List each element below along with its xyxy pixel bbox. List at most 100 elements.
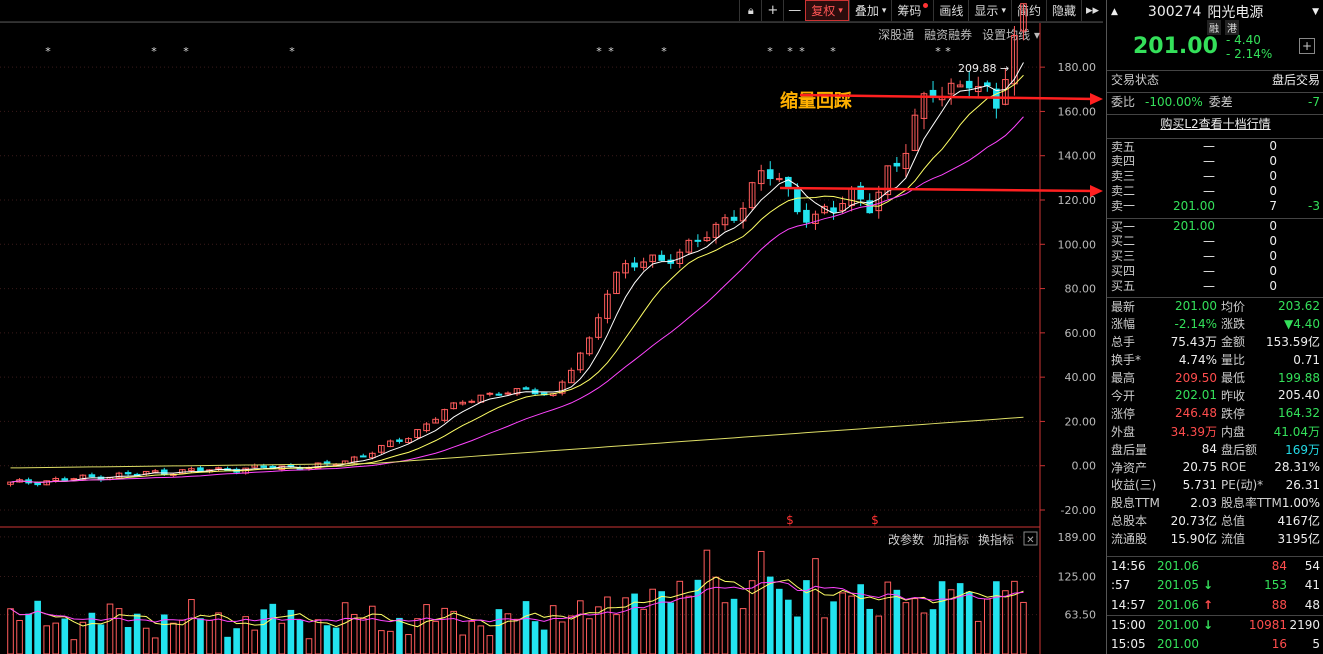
lock-icon[interactable]: 🔒︎ xyxy=(739,0,761,21)
volume-bar xyxy=(314,619,322,654)
tick-price: 201.06 xyxy=(1157,559,1199,574)
volume-bar xyxy=(604,596,611,654)
hide-button[interactable]: 隐藏 xyxy=(1045,0,1081,21)
volume-bar xyxy=(640,608,647,654)
volume-bar xyxy=(739,608,747,654)
prev-stock-icon[interactable]: ▲ xyxy=(1111,7,1118,17)
candle-body xyxy=(1020,3,1027,32)
chips-button[interactable]: 筹码 xyxy=(891,0,933,21)
volume-bar xyxy=(387,630,394,654)
stat-label: 昨收 xyxy=(1221,388,1246,403)
candle-body xyxy=(595,317,602,338)
tick-volume: 84 xyxy=(1271,559,1287,574)
stat-label: 收益(三) xyxy=(1111,478,1157,493)
candle-body xyxy=(658,254,666,261)
stat-value: 169万 xyxy=(1285,442,1320,457)
tick-row: 15:05 201.00 16 5 xyxy=(1107,634,1323,654)
event-star-icon[interactable]: * xyxy=(767,45,773,58)
volume-bar xyxy=(875,615,883,654)
y-tick-label: 100.00 xyxy=(1058,238,1097,251)
bid-row: 买四 — 0 xyxy=(1107,263,1323,279)
stat-value: 201.00 xyxy=(1175,299,1217,314)
l2-link-row: 购买L2查看十档行情 xyxy=(1107,114,1323,132)
stat-value: 15.90亿 xyxy=(1170,532,1217,547)
edit-params-button[interactable]: 改参数 xyxy=(888,532,924,547)
stat-label: 股息率TTM xyxy=(1221,496,1282,511)
volume-bar xyxy=(622,597,629,654)
event-star-icon[interactable]: * xyxy=(608,45,614,58)
candle-body xyxy=(830,207,837,213)
volume-bar xyxy=(70,639,78,654)
event-star-icon[interactable]: * xyxy=(45,45,51,58)
stat-value: 5.731 xyxy=(1182,477,1217,492)
candle-body xyxy=(396,439,403,442)
next-stock-icon[interactable]: ▼ xyxy=(1312,7,1319,17)
y-tick-label: 0.00 xyxy=(1072,460,1097,473)
event-star-icon[interactable]: * xyxy=(830,45,836,58)
volume-bars-group xyxy=(7,549,1027,654)
margin-trading-link[interactable]: 融资融券 xyxy=(924,27,973,42)
more-icon[interactable]: ▸▸ xyxy=(1081,0,1103,21)
order-level-label: 卖三 xyxy=(1111,169,1136,183)
display-button[interactable]: 显示 ▾ xyxy=(968,0,1011,21)
event-star-icon[interactable]: * xyxy=(945,45,951,58)
volume-bar xyxy=(269,603,277,654)
order-level-label: 买五 xyxy=(1111,279,1136,293)
volume-bar xyxy=(983,598,991,654)
candle-body xyxy=(631,262,638,268)
add-indicator-button[interactable]: 加指标 xyxy=(933,532,969,547)
event-star-icon[interactable]: * xyxy=(661,45,667,58)
stat-label: 均价 xyxy=(1221,299,1246,314)
candle-body xyxy=(911,114,919,151)
candle-body xyxy=(260,465,268,468)
candle-body xyxy=(432,418,439,424)
stat-label: 最新 xyxy=(1111,299,1136,314)
dividend-marker-icon[interactable]: $ xyxy=(871,513,879,527)
volume-bar xyxy=(477,625,485,654)
volume-bar xyxy=(142,627,150,654)
l2-upgrade-link[interactable]: 购买L2查看十档行情 xyxy=(1160,117,1271,132)
event-star-icon[interactable]: * xyxy=(151,45,157,58)
order-price: 201.00 xyxy=(1173,198,1215,213)
candle-body xyxy=(115,472,123,479)
volume-bar xyxy=(748,580,756,654)
order-price: — xyxy=(1203,139,1215,153)
volume-bar xyxy=(170,622,177,654)
close-panel-icon[interactable] xyxy=(1023,531,1038,546)
candle-body xyxy=(387,440,394,448)
toolbar-label: 叠加 xyxy=(854,4,879,18)
volume-bar xyxy=(947,589,955,654)
order-volume: 0 xyxy=(1269,233,1277,248)
order-level-label: 买四 xyxy=(1111,264,1136,278)
overlay-button[interactable]: 叠加 ▾ xyxy=(848,0,892,21)
kline-chart[interactable]: -20.00 0.00 20.00 40.00 60.00 80.00 100.00 120.… xyxy=(0,0,1103,654)
stat-row: 净资产 20.75 ROE 28.31% xyxy=(1107,458,1323,476)
volume-bar xyxy=(549,605,557,654)
zoom-in-icon[interactable]: + xyxy=(761,0,783,21)
dividend-marker-icon[interactable]: $ xyxy=(786,513,794,527)
candle-body xyxy=(703,237,711,242)
candle-body xyxy=(947,82,955,95)
y-tick-label: 120.00 xyxy=(1058,194,1097,207)
zoom-out-icon[interactable]: — xyxy=(783,0,805,21)
volume-bar xyxy=(296,619,304,654)
y-tick-label: 125.00 xyxy=(1058,571,1097,584)
switch-indicator-button[interactable]: 换指标 xyxy=(978,532,1014,547)
event-star-icon[interactable]: * xyxy=(596,45,602,58)
candle-body xyxy=(513,388,521,395)
add-watchlist-button[interactable]: + xyxy=(1299,38,1315,54)
restore-rights-button[interactable]: 复权 ▾ xyxy=(805,0,849,21)
event-star-icon[interactable]: * xyxy=(183,45,189,58)
draw-line-button[interactable]: 画线 xyxy=(933,0,968,21)
volume-bar xyxy=(649,588,656,654)
volume-bar xyxy=(974,620,982,654)
volume-bar xyxy=(25,613,32,654)
candle-body xyxy=(902,152,910,170)
event-star-icon[interactable]: * xyxy=(935,45,941,58)
event-star-icon[interactable]: * xyxy=(787,45,793,58)
hk-connect-link[interactable]: 深股通 xyxy=(878,27,915,42)
close-icon[interactable]: ✕ xyxy=(1026,535,1034,546)
event-star-icon[interactable]: * xyxy=(289,45,295,58)
event-star-icon[interactable]: * xyxy=(799,45,805,58)
simple-button[interactable]: 简约 xyxy=(1010,0,1046,21)
